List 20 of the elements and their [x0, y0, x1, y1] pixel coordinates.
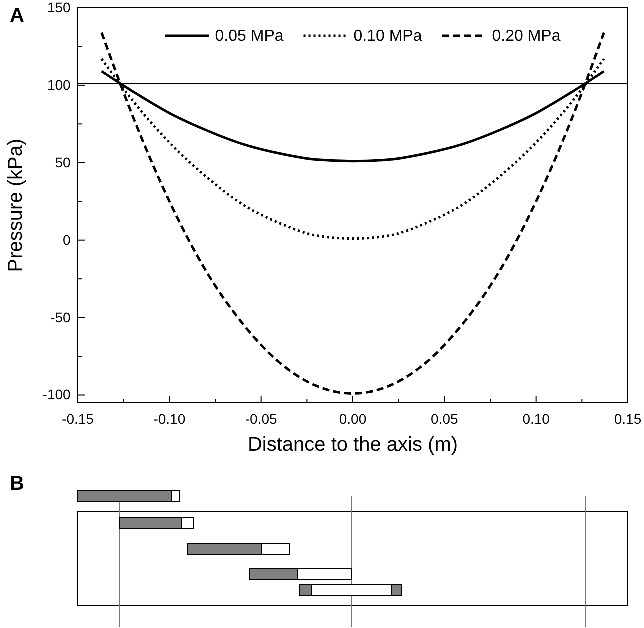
y-tick-label: 50 [55, 154, 72, 170]
y-tick-label: 0 [63, 232, 72, 248]
legend-label: 0.20 MPa [492, 28, 561, 45]
x-tick-label: -0.05 [245, 411, 278, 428]
y-tick-label: 100 [47, 76, 72, 93]
legend-label: 0.10 MPa [354, 28, 422, 45]
text: B [10, 473, 24, 495]
x-tick-label: 0.00 [339, 411, 367, 428]
x-tick-label: 0.10 [522, 411, 550, 428]
x-tick-label: 0.15 [614, 411, 642, 428]
x-tick-label: 0.05 [431, 411, 459, 428]
y-axis-title: Pressure (kPa) [5, 138, 27, 272]
text: A [10, 5, 24, 27]
x-axis-title: Distance to the axis (m) [248, 434, 458, 456]
y-tick-label: -100 [42, 386, 72, 403]
y-tick-label: 150 [47, 0, 72, 16]
x-tick-label: -0.15 [62, 411, 94, 428]
legend-label: 0.05 MPa [215, 28, 284, 45]
y-tick-label: -50 [50, 309, 72, 326]
x-tick-label: -0.10 [154, 411, 186, 428]
